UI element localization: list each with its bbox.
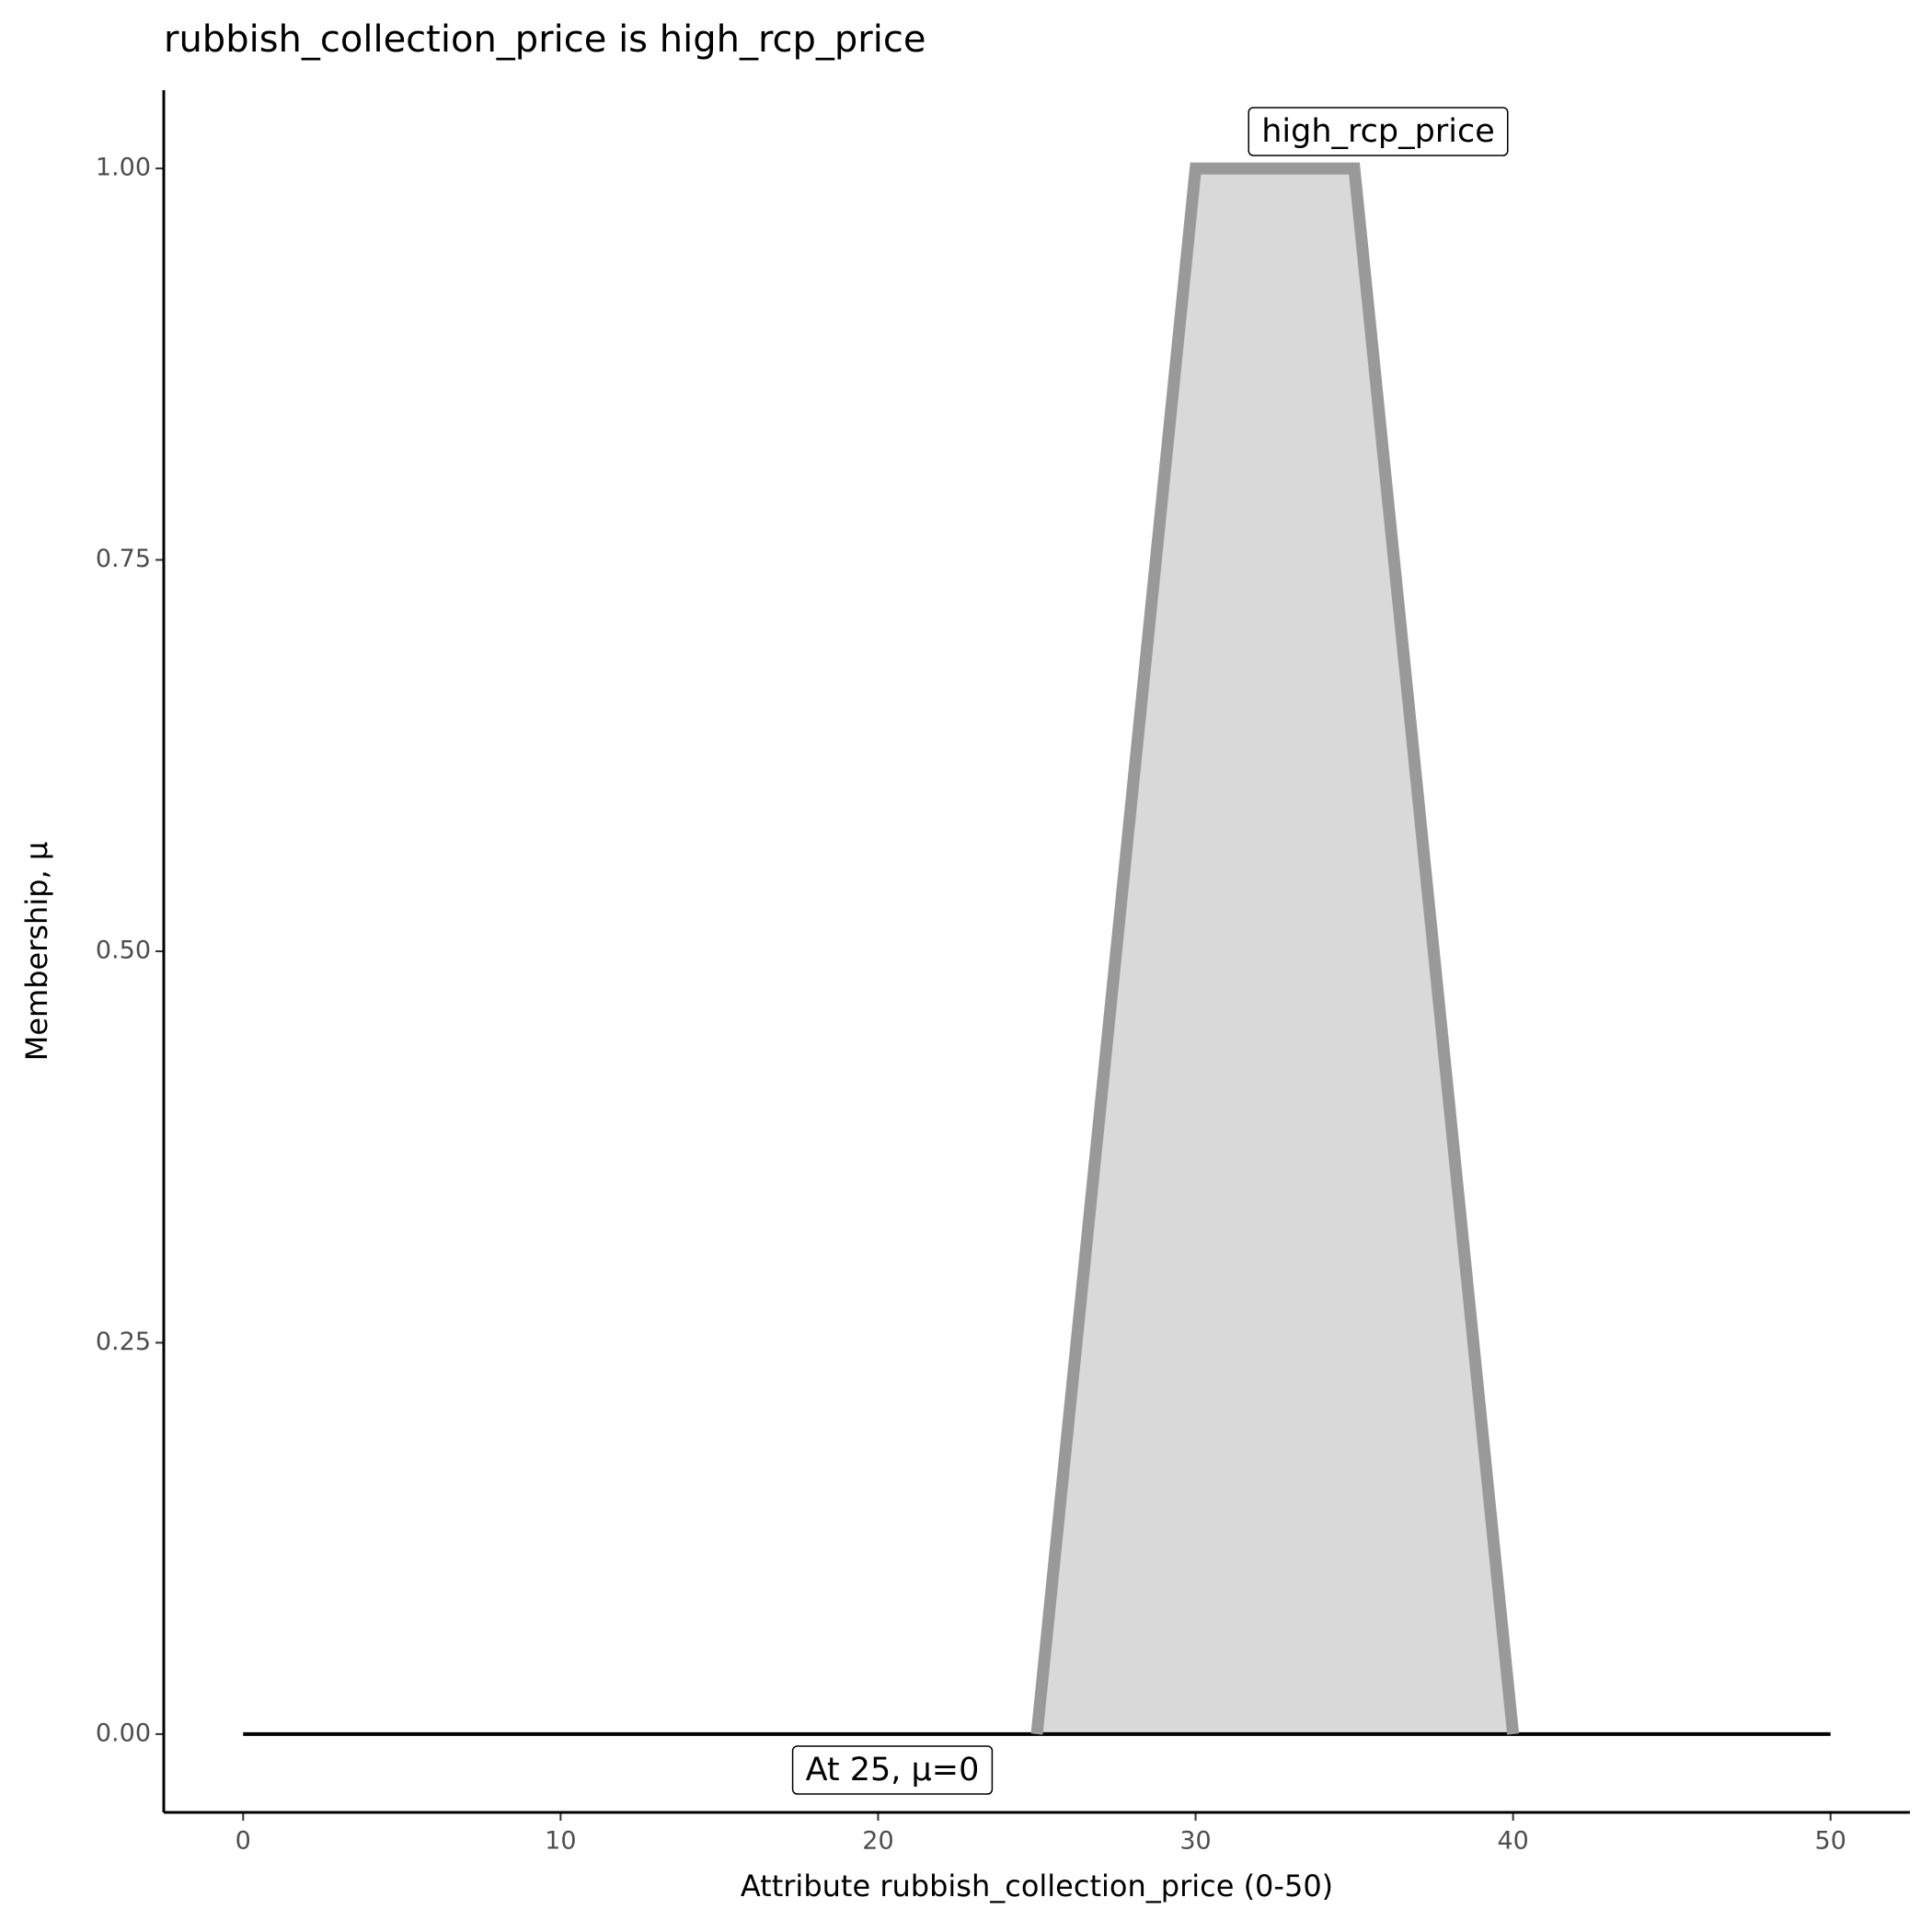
x-tick-label: 10: [545, 1827, 576, 1856]
y-tick-label: 0.00: [96, 1719, 151, 1747]
x-tick-label: 40: [1497, 1827, 1528, 1856]
annotation: At 25, μ=0: [806, 1752, 980, 1788]
x-axis-title: Attribute rubbish_collection_price (0-50…: [741, 1869, 1333, 1903]
x-tick-label: 0: [236, 1827, 251, 1856]
x-tick-label: 30: [1179, 1827, 1211, 1856]
y-axis-title: Membership, μ: [19, 842, 54, 1061]
chart-title: rubbish_collection_price is high_rcp_pri…: [164, 18, 926, 61]
y-tick-label: 1.00: [96, 154, 151, 182]
area-fill: [1037, 168, 1513, 1734]
y-tick-label: 0.75: [96, 545, 151, 573]
annotation-box: [791, 1745, 994, 1795]
series-label: high_rcp_price: [1261, 113, 1495, 150]
area-line: [1030, 162, 1520, 1735]
series-label-box: [1248, 107, 1509, 156]
x-tick-label: 20: [862, 1827, 893, 1856]
x-tick-label: 50: [1815, 1827, 1846, 1856]
y-tick-label: 0.50: [96, 937, 151, 965]
y-tick-label: 0.25: [96, 1328, 151, 1356]
